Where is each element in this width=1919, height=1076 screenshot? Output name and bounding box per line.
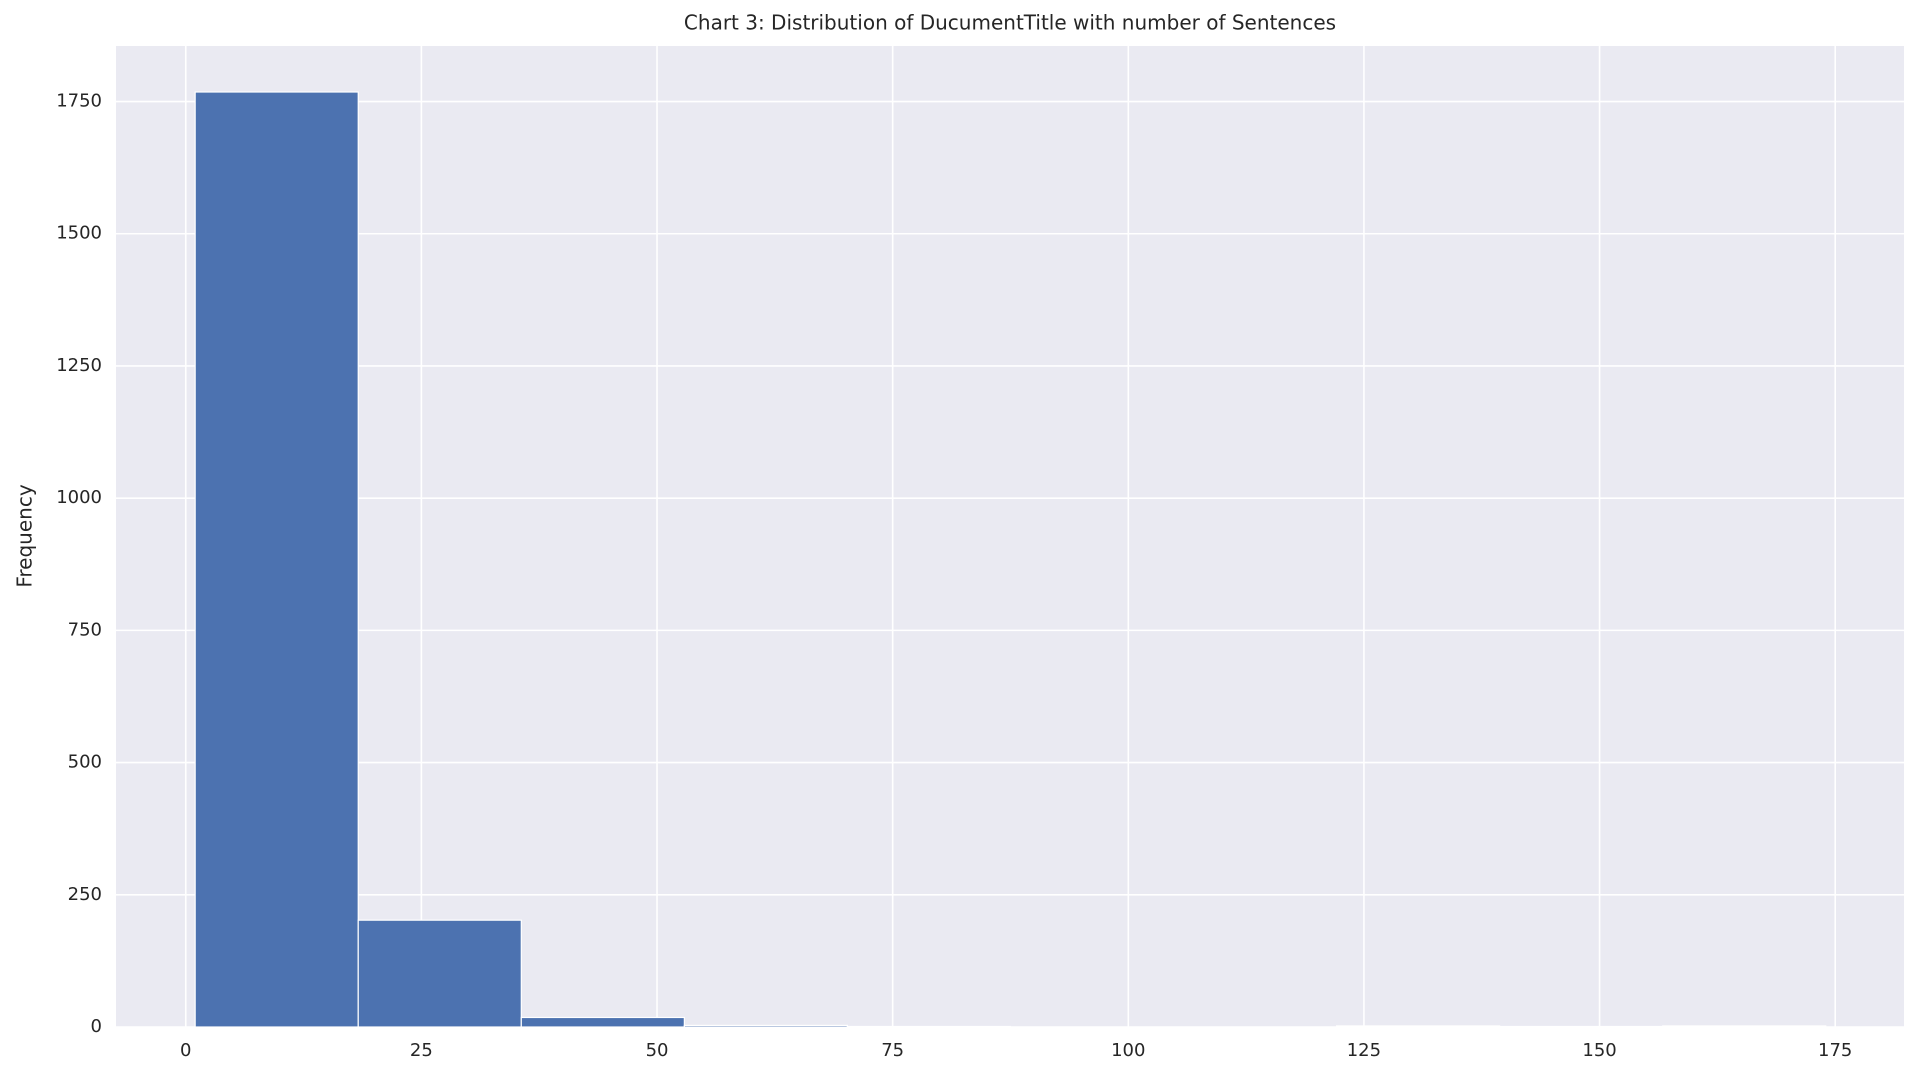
x-tick-label: 50: [646, 1040, 669, 1061]
x-tick-label: 175: [1818, 1040, 1852, 1061]
plot-background: [116, 46, 1904, 1027]
y-tick-label: 1250: [56, 355, 102, 376]
x-tick-label: 125: [1347, 1040, 1381, 1061]
y-tick-label: 1750: [56, 91, 102, 112]
x-tick-label: 75: [881, 1040, 904, 1061]
y-axis-label: Frequency: [13, 484, 37, 587]
y-tick-label: 1500: [56, 223, 102, 244]
y-tick-label: 1000: [56, 487, 102, 508]
bar: [683, 1024, 849, 1028]
bar: [1499, 1025, 1664, 1028]
bar: [1335, 1025, 1501, 1028]
bar: [520, 1016, 685, 1028]
bar: [357, 919, 522, 1028]
x-tick-label: 100: [1111, 1040, 1145, 1061]
bar: [846, 1025, 1012, 1028]
y-tick-label: 750: [68, 619, 102, 640]
y-tick-label: 500: [68, 752, 102, 773]
y-tick-label: 250: [68, 884, 102, 905]
bar: [194, 91, 359, 1028]
x-tick-label: 150: [1582, 1040, 1616, 1061]
y-tick-label: 0: [91, 1016, 102, 1037]
x-tick-label: 0: [180, 1040, 191, 1061]
bar: [1662, 1025, 1827, 1028]
x-tick-label: 25: [410, 1040, 433, 1061]
chart-title: Chart 3: Distribution of DucumentTitle w…: [684, 11, 1336, 35]
